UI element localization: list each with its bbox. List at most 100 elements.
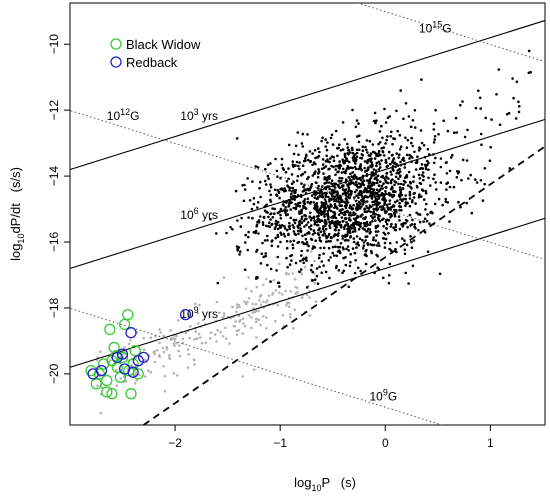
pulsar-point [262,255,266,259]
pulsar-point [332,254,336,257]
pulsar-point [324,270,328,274]
pulsar-point [385,218,388,222]
pulsar-point [326,141,329,144]
pulsar-point [515,80,519,84]
pulsar-point [361,196,364,199]
pulsar-point [341,211,344,215]
pulsar-point [385,181,388,184]
pulsar-point [313,148,317,152]
pulsar-point [325,240,328,243]
y-tick-label: −20 [47,363,61,384]
pulsar-point [290,254,294,257]
pulsar-point [343,217,347,220]
pulsar-point [389,170,393,174]
pulsar-point [333,186,337,189]
pulsar-point [337,170,340,173]
pulsar-point [256,166,260,169]
pulsar-point [247,235,250,239]
pulsar-point [369,152,373,155]
msp-point [254,317,258,321]
pulsar-point [390,249,393,252]
msp-point [157,353,161,357]
pulsar-point [394,228,398,232]
pulsar-point [398,133,402,137]
pulsar-point [312,245,315,248]
pulsar-point [424,165,428,168]
pulsar-point [279,231,282,234]
pulsar-point [363,217,367,221]
pulsar-point [365,179,369,182]
msp-point [254,309,258,313]
pulsar-point [317,184,320,188]
pulsar-point [309,159,313,163]
legend-redback-marker [110,56,122,68]
pulsar-point [365,148,368,152]
pulsar-point [332,221,335,225]
pulsar-point [338,180,342,183]
pulsar-point [327,206,331,209]
pulsar-point [461,100,464,103]
msp-point [241,332,244,335]
msp-point [167,356,171,360]
pulsar-point [380,208,384,211]
pulsar-point [420,163,424,166]
msp-point [261,314,265,318]
pulsar-point [372,207,376,211]
pulsar-point [385,175,388,179]
pulsar-point [291,246,295,250]
msp-point [259,323,262,327]
pulsar-point [404,194,407,197]
pulsar-point [267,215,270,219]
pulsar-point [404,271,408,275]
pulsar-point [343,239,347,242]
pulsar-point [292,195,295,198]
pulsar-point [375,234,378,237]
x-axis-label: log10P (s) [294,475,356,493]
pulsar-point [268,189,271,193]
msp-point [285,272,288,276]
pulsar-point [368,178,372,181]
msp-point [288,305,291,309]
pulsar-point [302,185,305,189]
pulsar-point [307,175,310,179]
pulsar-point [295,160,299,164]
y-tick-label: −18 [47,297,61,318]
msp-point [221,316,224,320]
pulsar-point [369,221,372,224]
y-tick-label: −10 [47,34,61,55]
pulsar-point [367,227,370,231]
pulsar-point [380,184,384,188]
pulsar-point [423,217,427,220]
pulsar-point [374,203,378,206]
pulsar-point [398,153,401,156]
pulsar-point [392,157,396,160]
pulsar-point [359,222,363,225]
pulsar-point [279,188,282,191]
pulsar-point [371,181,375,184]
pulsar-point [373,157,377,160]
pulsar-point [320,201,324,204]
pulsar-point [367,154,371,157]
pulsar-point [401,225,405,228]
pulsar-point [388,115,392,118]
pulsar-point [318,236,321,239]
msp-point [262,283,265,287]
pulsar-point [343,210,347,214]
pulsar-point [298,210,301,213]
pulsar-point [324,200,328,203]
pulsar-point [264,252,268,255]
pulsar-point [347,160,351,164]
pulsar-point [459,103,462,107]
pulsar-point [310,264,314,267]
pulsar-point [269,280,272,283]
x-tick-label: −1 [273,436,287,450]
pulsar-point [336,245,340,249]
pulsar-point [382,217,385,221]
pulsar-point [385,138,389,142]
pulsar-point [236,219,239,222]
pulsar-point [240,216,243,220]
pulsar-point [262,215,266,219]
pulsar-point [389,135,393,138]
pulsar-point [325,154,329,158]
pulsar-point [266,174,270,178]
